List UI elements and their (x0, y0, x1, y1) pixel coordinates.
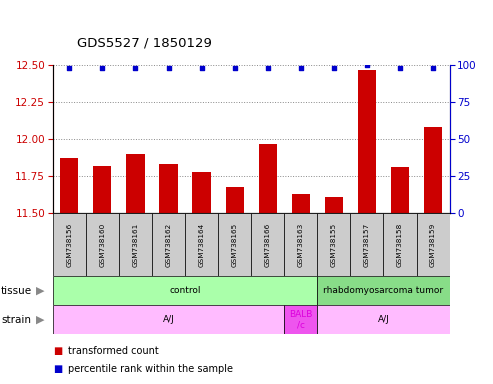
Bar (424, 127, 442, 213)
Text: strain: strain (1, 314, 31, 325)
Point (198, 65, 206, 71)
Bar (292, 194, 310, 213)
Bar (317, 213, 351, 276)
Point (132, 65, 140, 71)
Bar (358, 70, 376, 213)
Text: transformed count: transformed count (68, 346, 158, 356)
Text: GSM738164: GSM738164 (199, 223, 205, 267)
Text: GSM738163: GSM738163 (298, 223, 304, 267)
Text: GSM738158: GSM738158 (397, 223, 403, 267)
Bar (226, 187, 244, 213)
Bar (259, 144, 277, 213)
Point (297, 65, 305, 71)
Bar (192, 172, 211, 213)
Bar (384, 213, 417, 276)
Bar (351, 213, 384, 276)
Bar (251, 213, 284, 276)
Point (99, 65, 106, 71)
Text: A/J: A/J (378, 315, 389, 324)
Text: tissue: tissue (1, 286, 32, 296)
Bar (317, 305, 450, 334)
Point (363, 62, 371, 68)
Bar (417, 213, 450, 276)
Point (429, 65, 437, 71)
Text: GSM738155: GSM738155 (331, 223, 337, 267)
Text: GSM738165: GSM738165 (232, 223, 238, 267)
Bar (159, 164, 177, 213)
Text: GDS5527 / 1850129: GDS5527 / 1850129 (77, 37, 212, 50)
Point (165, 65, 173, 71)
Text: GSM738166: GSM738166 (265, 223, 271, 267)
Text: GSM738156: GSM738156 (66, 223, 72, 267)
Bar (218, 213, 251, 276)
Bar (53, 305, 284, 334)
Text: A/J: A/J (163, 315, 175, 324)
Bar (53, 276, 317, 305)
Bar (317, 276, 450, 305)
Text: BALB
/c: BALB /c (289, 310, 313, 329)
Text: rhabdomyosarcoma tumor: rhabdomyosarcoma tumor (323, 286, 444, 295)
Bar (53, 213, 86, 276)
Point (330, 65, 338, 71)
Bar (391, 167, 409, 213)
Text: GSM738160: GSM738160 (100, 223, 106, 267)
Text: ▶: ▶ (36, 314, 44, 325)
Text: GSM738157: GSM738157 (364, 223, 370, 267)
Bar (325, 197, 343, 213)
Text: ▶: ▶ (36, 286, 44, 296)
Bar (86, 213, 119, 276)
Point (231, 65, 239, 71)
Bar (126, 154, 144, 213)
Bar (60, 159, 78, 213)
Text: percentile rank within the sample: percentile rank within the sample (68, 364, 233, 374)
Bar (284, 305, 317, 334)
Bar (119, 213, 152, 276)
Text: control: control (169, 286, 201, 295)
Bar (93, 166, 111, 213)
Bar (152, 213, 185, 276)
Bar (185, 213, 218, 276)
Point (66, 65, 73, 71)
Point (264, 65, 272, 71)
Bar (284, 213, 317, 276)
Text: GSM738161: GSM738161 (133, 223, 139, 267)
Text: GSM738162: GSM738162 (166, 223, 172, 267)
Text: ■: ■ (53, 364, 62, 374)
Point (396, 65, 404, 71)
Text: GSM738159: GSM738159 (430, 223, 436, 267)
Text: ■: ■ (53, 346, 62, 356)
